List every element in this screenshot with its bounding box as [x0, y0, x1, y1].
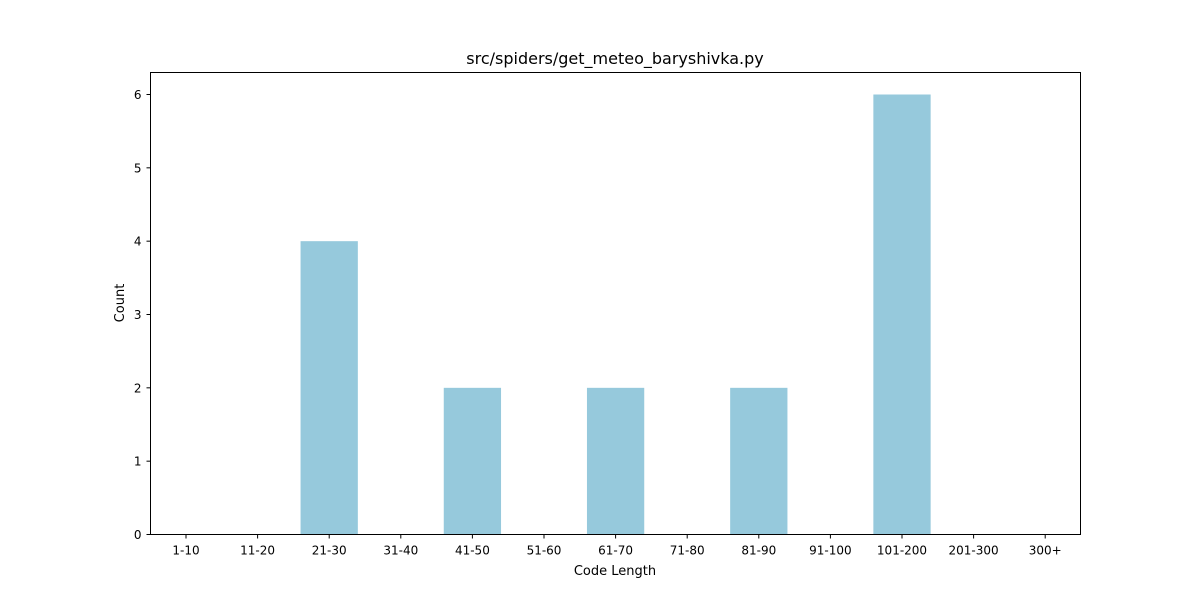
x-tick-label: 71-80: [670, 544, 705, 558]
y-tick-label: 1: [134, 455, 142, 469]
y-axis-label: Count: [113, 284, 128, 323]
x-tick-label: 201-300: [949, 544, 999, 558]
chart-title: src/spiders/get_meteo_baryshivka.py: [466, 49, 764, 69]
y-tick-label: 5: [134, 161, 142, 175]
x-tick-label: 61-70: [598, 544, 633, 558]
bars-layer: [300, 94, 931, 535]
bar-61-70: [586, 387, 645, 535]
x-tick-label: 21-30: [312, 544, 347, 558]
x-tick-label: 91-100: [809, 544, 852, 558]
x-tick-label: 81-90: [741, 544, 776, 558]
bar-41-50: [443, 387, 502, 535]
y-tick-label: 0: [134, 528, 142, 542]
y-tick-label: 4: [134, 235, 142, 249]
bar-21-30: [300, 241, 358, 535]
y-tick-label: 3: [134, 308, 142, 322]
x-tick-label: 51-60: [527, 544, 562, 558]
axes-layer: 1-10 11-20 21-30 31-40 41-50 51-60 61-70 71-80 8…: [134, 88, 1062, 558]
x-tick-label: 41-50: [455, 544, 490, 558]
x-tick-label: 1-10: [172, 544, 199, 558]
bar-81-90: [730, 387, 788, 535]
x-tick-label: 31-40: [383, 544, 418, 558]
bar-101-200: [873, 94, 931, 535]
x-axis-label: Code Length: [574, 564, 656, 579]
y-tick-label: 6: [134, 88, 142, 102]
y-tick-label: 2: [134, 381, 142, 395]
x-tick-label: 11-20: [240, 544, 275, 558]
x-tick-label: 300+: [1029, 544, 1062, 558]
plot-frame: [150, 72, 1081, 535]
x-tick-label: 101-200: [877, 544, 927, 558]
